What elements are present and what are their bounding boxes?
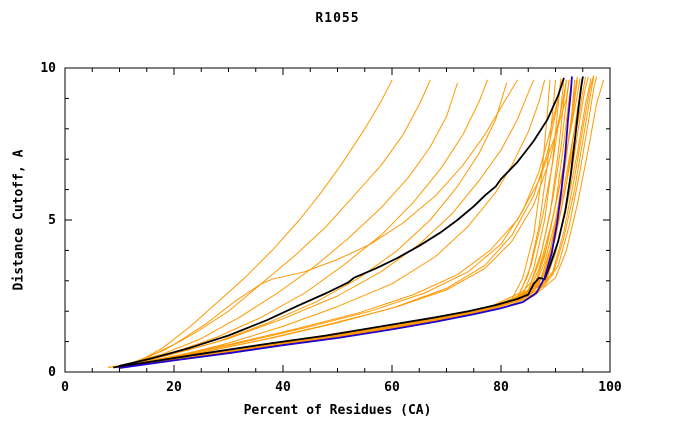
x-tick-label: 100 [598,380,622,395]
series-line-orange [119,76,589,367]
series-line-orange [124,78,573,367]
y-tick-label: 5 [48,213,56,228]
x-tick-label: 80 [493,380,509,395]
series-line-orange [119,79,567,367]
series-line-orange [135,78,592,366]
x-tick-label: 60 [384,380,400,395]
series-line-orange [140,79,556,364]
series-line-orange [129,78,581,366]
x-tick-label: 40 [275,380,291,395]
series-line-orange [119,79,565,367]
series-line-orange [124,79,576,367]
y-tick-label: 10 [40,61,56,76]
x-tick-label: 0 [61,380,69,395]
series-line-orange [135,76,597,365]
series-line-orange [108,79,570,368]
x-tick-label: 20 [166,380,182,395]
series-line-orange [119,79,546,367]
series-line-orange [135,79,518,364]
series-line-orange [108,79,604,368]
series-line-orange [146,79,578,364]
series-line-orange [113,76,584,368]
series-line-orange [113,79,570,368]
series-line-black [113,76,584,369]
series-line-orange [124,82,458,365]
x-axis-label: Percent of Residues (CA) [243,403,432,418]
series-line-orange [140,79,567,364]
series-line-orange [113,78,562,367]
chart-title: R1055 [315,11,360,26]
series-line-orange [135,79,393,364]
y-tick-label: 0 [48,365,56,380]
series-line-black [118,77,565,367]
series-line-orange [119,82,507,367]
series-line-orange [129,76,578,366]
series-line-blue [118,76,573,369]
series-line-orange [113,78,584,368]
series-line-orange [129,79,431,364]
series-line-orange [113,79,562,367]
series-line-orange [129,79,488,365]
series-line-orange [124,79,535,366]
plot-frame [64,67,611,373]
